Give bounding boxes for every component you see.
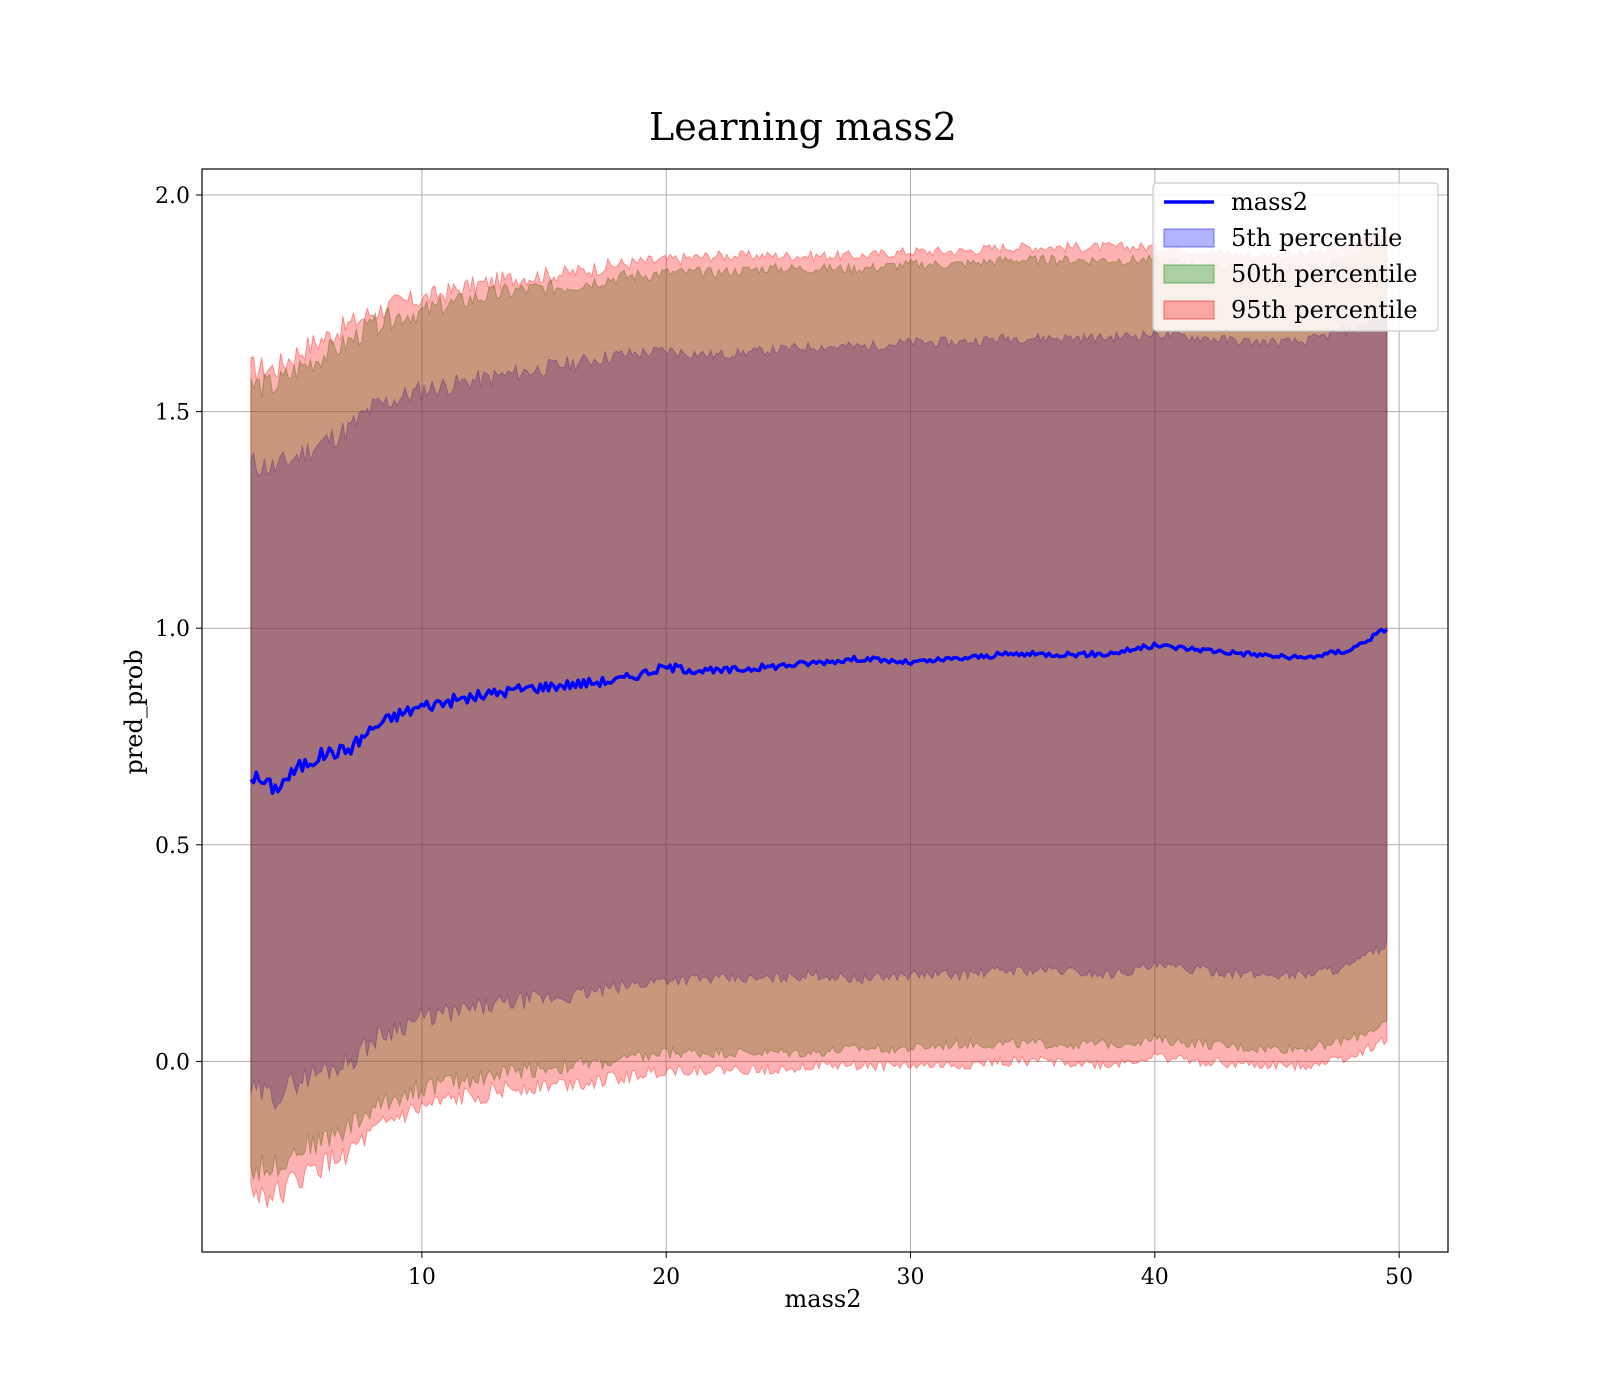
- x-tick-label-4: 50: [1385, 1265, 1413, 1290]
- legend-swatch-5th: [1163, 228, 1215, 248]
- x-tick-label-3: 40: [1141, 1265, 1169, 1290]
- y-axis-label: pred_prob: [120, 649, 148, 774]
- y-tick-label-0: 0.0: [155, 1050, 190, 1075]
- legend-box: [1152, 182, 1439, 332]
- x-tick-label-1: 20: [652, 1265, 680, 1290]
- y-tick-label-2: 1.0: [155, 617, 190, 642]
- x-axis-label: mass2: [785, 1285, 862, 1313]
- band-95th-percentile: [250, 225, 1388, 1208]
- y-tick-label-4: 2.0: [155, 184, 190, 209]
- legend-label-5th: 5th percentile: [1231, 224, 1402, 252]
- plot-frame: [201, 168, 1449, 1253]
- y-tick-label-1: 0.5: [155, 834, 190, 859]
- band-50th-percentile: [250, 236, 1388, 1181]
- band-5th-percentile: [250, 311, 1388, 1111]
- legend-swatch-95th: [1163, 300, 1215, 320]
- percentile-bands: [250, 225, 1388, 1208]
- x-tick-label-0: 10: [408, 1265, 436, 1290]
- y-ticks: 0.0 0.5 1.0 1.5 2.0: [155, 184, 202, 1075]
- x-ticks: 10 20 30 40 50: [408, 1252, 1413, 1290]
- legend: mass2 5th percentile 50th percentile 95t…: [1152, 182, 1439, 332]
- x-tick-label-2: 30: [897, 1265, 925, 1290]
- legend-swatch-50th: [1163, 264, 1215, 284]
- chart-title: Learning mass2: [649, 105, 957, 149]
- y-tick-label-3: 1.5: [155, 401, 190, 426]
- legend-label-95th: 95th percentile: [1231, 296, 1418, 324]
- series-line-mass2: [249, 627, 1389, 795]
- legend-label-50th: 50th percentile: [1231, 260, 1418, 288]
- legend-label-mass2: mass2: [1231, 188, 1308, 216]
